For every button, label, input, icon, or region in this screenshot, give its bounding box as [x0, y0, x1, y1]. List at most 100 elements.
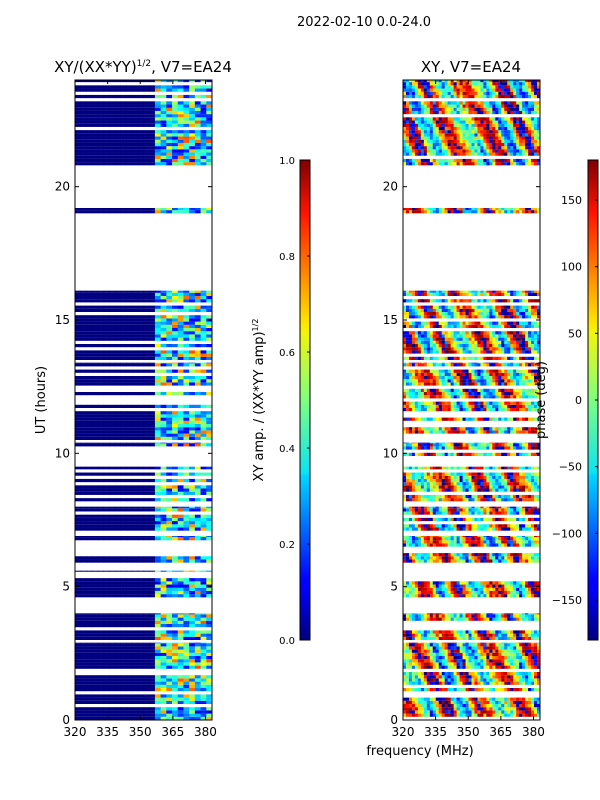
heatmap-cell	[97, 392, 104, 396]
heatmap-cell	[206, 524, 212, 528]
heatmap-cell	[103, 379, 110, 383]
heatmap-cell	[414, 613, 419, 615]
heatmap-cell	[513, 613, 517, 615]
heatmap-cell	[132, 292, 139, 296]
heatmap-cell	[534, 527, 538, 531]
heatmap-cell	[420, 553, 425, 557]
heatmap-cell	[492, 553, 496, 557]
heatmap-cell	[417, 594, 422, 598]
heatmap-cell	[149, 133, 156, 137]
heatmap-cell	[143, 155, 150, 159]
heatmap-cell	[166, 466, 173, 470]
heatmap-cell	[137, 707, 144, 711]
heatmap-cell	[132, 517, 139, 522]
heatmap-cell	[510, 697, 514, 701]
heatmap-cell	[114, 642, 122, 644]
heatmap-cell	[137, 85, 144, 89]
heatmap-cell	[200, 120, 207, 124]
heatmap-cell	[435, 511, 440, 515]
heatmap-cell	[183, 443, 190, 447]
heatmap-cell	[160, 85, 167, 89]
heatmap-cell	[408, 488, 413, 492]
heatmap-cell	[200, 537, 207, 541]
heatmap-cell	[143, 688, 150, 692]
heatmap-cell	[166, 146, 173, 150]
heatmap-cell	[486, 643, 490, 647]
heatmap-cell	[126, 587, 133, 591]
heatmap-cell	[403, 630, 407, 634]
heatmap-cell	[522, 553, 526, 557]
heatmap-cell	[528, 643, 532, 647]
heatmap-cell	[75, 488, 82, 492]
heatmap-cell	[480, 707, 484, 711]
heatmap-cell	[154, 417, 162, 421]
heatmap-cell	[474, 537, 478, 541]
heatmap-cell	[160, 379, 167, 383]
heatmap-cell	[86, 427, 93, 431]
heatmap-cell	[92, 646, 99, 650]
heatmap-cell	[120, 694, 127, 698]
heatmap-cell	[97, 363, 104, 367]
heatmap-cell	[183, 292, 190, 296]
heatmap-cell	[126, 350, 133, 354]
heatmap-cell	[200, 344, 207, 348]
heatmap-cell	[114, 697, 122, 701]
heatmap-cell	[522, 556, 526, 560]
heatmap-cell	[423, 540, 428, 544]
heatmap-cell	[172, 624, 179, 628]
heatmap-cell	[143, 594, 150, 598]
heatmap-cell	[183, 527, 190, 531]
heatmap-cell	[126, 521, 133, 525]
heatmap-cell	[200, 681, 207, 685]
heatmap-cell	[172, 517, 179, 522]
heatmap-cell	[403, 527, 407, 531]
heatmap-cell	[501, 508, 505, 512]
heatmap-cell	[471, 617, 475, 621]
heatmap-cell	[200, 662, 207, 666]
heatmap-cell	[149, 433, 156, 437]
heatmap-cell	[92, 139, 99, 143]
heatmap-cell	[132, 152, 139, 156]
heatmap-cell	[160, 296, 167, 300]
heatmap-cell	[504, 665, 508, 669]
heatmap-cell	[480, 659, 484, 663]
heatmap-cell	[154, 537, 162, 541]
heatmap-cell	[405, 494, 410, 499]
heatmap-cell	[160, 488, 167, 492]
heatmap-cell	[194, 130, 201, 134]
heatmap-cell	[453, 656, 458, 660]
heatmap-cell	[453, 584, 458, 588]
heatmap-cell	[525, 581, 529, 585]
heatmap-cell	[114, 420, 122, 424]
heatmap-cell	[109, 646, 116, 650]
heatmap-cell	[206, 104, 212, 108]
heatmap-cell	[531, 524, 535, 528]
heatmap-cell	[160, 624, 167, 628]
heatmap-cell	[423, 688, 428, 692]
heatmap-cell	[447, 581, 452, 585]
heatmap-cell	[80, 433, 87, 437]
heatmap-cell	[537, 675, 540, 679]
heatmap-cell	[420, 672, 425, 676]
heatmap-cell	[75, 414, 82, 418]
heatmap-cell	[429, 524, 434, 528]
heatmap-cell	[75, 369, 82, 373]
heatmap-cell	[468, 524, 472, 528]
heatmap-cell	[109, 587, 116, 591]
heatmap-cell	[154, 594, 162, 598]
heatmap-cell	[206, 411, 212, 415]
heatmap-cell	[154, 614, 162, 618]
heatmap-cell	[194, 613, 201, 615]
heatmap-cell	[486, 633, 490, 637]
heatmap-cell	[183, 210, 190, 214]
heatmap-cell	[86, 716, 93, 720]
heatmap-cell	[126, 570, 133, 572]
heatmap-cell	[483, 643, 487, 647]
heatmap-cell	[474, 672, 478, 676]
heatmap-cell	[166, 430, 173, 434]
heatmap-cell	[403, 559, 407, 563]
heatmap-cell	[149, 104, 156, 108]
heatmap-cell	[510, 672, 514, 676]
heatmap-cell	[531, 537, 535, 541]
heatmap-cell	[75, 681, 82, 685]
